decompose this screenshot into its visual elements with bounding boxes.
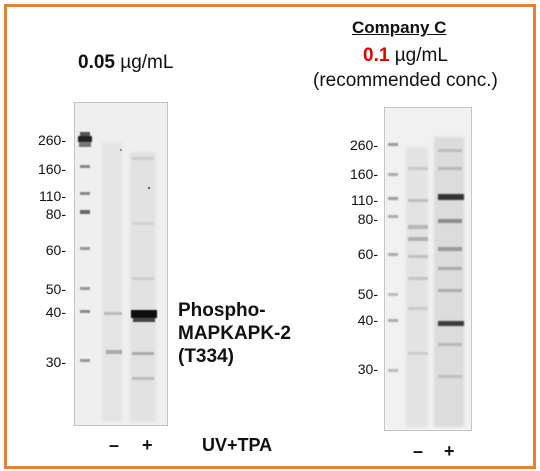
left-mw-30: 30-: [45, 354, 66, 370]
left-mw-50: 50-: [45, 281, 66, 297]
left-mw-160: 160-: [37, 161, 66, 177]
company-label: Company C: [352, 18, 447, 37]
left-western-blot-image: [74, 102, 168, 426]
left-concentration-value: 0.05: [78, 52, 115, 73]
figure-frame: [4, 4, 536, 469]
recommended-note: (recommended conc.): [313, 70, 498, 91]
left-mw-260: 260-: [37, 132, 66, 148]
right-concentration-unit: µg/mL: [394, 45, 448, 66]
left-mw-40: 40-: [45, 304, 66, 320]
band-annotation-line2: MAPKAPK-2: [178, 323, 291, 344]
right-lane-minus: –: [413, 441, 424, 461]
left-lane-minus: –: [109, 435, 120, 455]
right-mw-30: 30-: [357, 361, 378, 377]
right-mw-110: 110-: [351, 192, 378, 208]
right-concentration-label: 0.1 µg/mL: [363, 45, 448, 67]
left-concentration-unit: µg/mL: [120, 52, 174, 73]
right-mw-60: 60-: [357, 246, 378, 262]
band-annotation-line1: Phospho-: [178, 300, 266, 321]
right-concentration-value: 0.1: [363, 45, 390, 66]
right-lane-plus: +: [444, 441, 455, 461]
band-annotation: Phospho- MAPKAPK-2 (T334): [178, 299, 291, 368]
left-mw-60: 60-: [45, 242, 66, 258]
right-mw-40: 40-: [357, 312, 378, 328]
right-mw-160: 160-: [349, 166, 378, 182]
right-mw-50: 50-: [357, 286, 378, 302]
left-concentration-label: 0.05 µg/mL: [78, 52, 173, 74]
right-mw-260: 260-: [349, 137, 378, 153]
right-mw-80: 80-: [357, 211, 378, 227]
right-western-blot-image: [384, 107, 472, 431]
condition-label: UV+TPA: [202, 435, 273, 455]
band-annotation-line3: (T334): [178, 346, 234, 367]
left-mw-110: 110-: [39, 188, 66, 204]
left-lane-plus: +: [142, 435, 153, 455]
left-mw-80: 80-: [45, 206, 66, 222]
